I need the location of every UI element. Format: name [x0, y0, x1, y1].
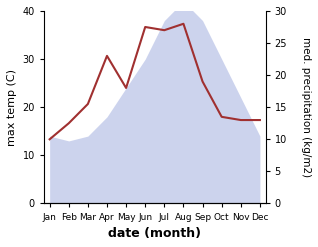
X-axis label: date (month): date (month)	[108, 227, 201, 240]
Y-axis label: max temp (C): max temp (C)	[7, 69, 17, 146]
Y-axis label: med. precipitation (kg/m2): med. precipitation (kg/m2)	[301, 37, 311, 177]
